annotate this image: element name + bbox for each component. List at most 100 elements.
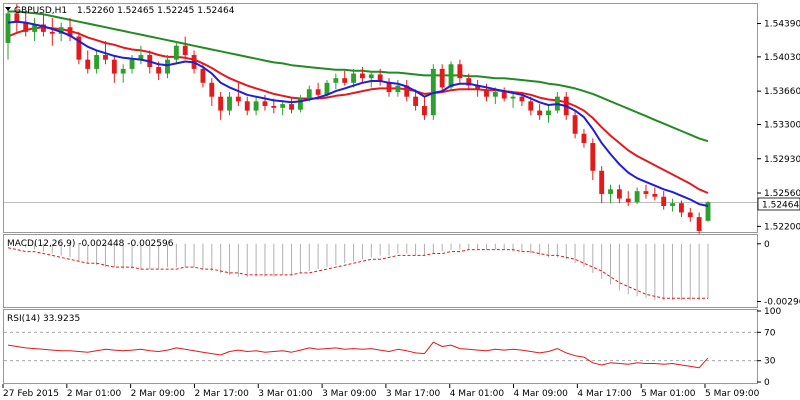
candle[interactable] <box>244 96 250 116</box>
candle[interactable] <box>537 104 543 120</box>
candle[interactable] <box>85 50 91 74</box>
candle-body <box>492 92 498 97</box>
candle-body <box>85 59 91 69</box>
candle[interactable] <box>634 187 640 205</box>
candle[interactable] <box>696 212 702 234</box>
candle[interactable] <box>32 17 38 42</box>
candle[interactable] <box>253 96 259 116</box>
candle[interactable] <box>608 184 613 204</box>
candle[interactable] <box>315 82 321 99</box>
candle[interactable] <box>599 166 605 204</box>
candle-body <box>581 133 587 144</box>
candle[interactable] <box>466 73 472 90</box>
candle-body <box>5 13 11 43</box>
price-layer <box>4 4 757 234</box>
candle[interactable] <box>111 55 117 83</box>
candle[interactable] <box>413 89 419 111</box>
candle-body <box>315 89 321 95</box>
candle-body <box>475 85 481 90</box>
candle[interactable] <box>501 87 507 102</box>
candle[interactable] <box>14 4 20 32</box>
macd-panel[interactable] <box>3 234 758 308</box>
candle[interactable] <box>554 92 560 114</box>
candle[interactable] <box>342 70 348 86</box>
candle[interactable] <box>670 198 675 212</box>
axis-layer: 1.54390 1.54030 1.53660 1.53300 1.52930 1.525… <box>2 20 800 399</box>
candle-body <box>678 203 684 213</box>
candle[interactable] <box>368 70 374 88</box>
candle[interactable] <box>41 13 46 37</box>
candle[interactable] <box>510 92 516 108</box>
candle[interactable] <box>625 191 631 206</box>
candle[interactable] <box>687 207 693 222</box>
candle-body <box>359 73 365 79</box>
candle-body <box>244 101 250 111</box>
candle[interactable] <box>351 68 357 88</box>
rsi-tick-label: 100 <box>764 307 781 317</box>
triangle-down-icon[interactable] <box>5 7 11 11</box>
candle[interactable] <box>661 191 667 210</box>
candle[interactable] <box>49 17 55 46</box>
candle[interactable] <box>590 138 596 181</box>
candle[interactable] <box>377 68 383 86</box>
candle[interactable] <box>359 67 365 83</box>
candle[interactable] <box>5 8 11 60</box>
candle[interactable] <box>227 92 232 116</box>
time-tick-label: 4 Mar 09:00 <box>514 389 569 399</box>
candle[interactable] <box>678 200 684 218</box>
price-tick-label: 1.52560 <box>764 189 800 199</box>
macd-tick-label: -0.002968 <box>764 297 800 307</box>
candle[interactable] <box>173 41 179 65</box>
candle-body <box>590 143 596 171</box>
candle[interactable] <box>67 17 73 42</box>
candle[interactable] <box>289 98 294 114</box>
candle[interactable] <box>652 187 658 201</box>
candle[interactable] <box>643 184 649 199</box>
candle[interactable] <box>457 59 463 83</box>
price-tick-label: 1.53300 <box>764 120 800 130</box>
candle[interactable] <box>546 105 551 123</box>
candle[interactable] <box>705 201 711 222</box>
price-panel[interactable] <box>3 3 758 233</box>
candle-body <box>173 45 179 60</box>
candle[interactable] <box>235 82 241 106</box>
candle-body <box>262 101 268 106</box>
candle[interactable] <box>572 110 578 139</box>
candle[interactable] <box>209 78 215 106</box>
candle[interactable] <box>528 96 534 116</box>
candle[interactable] <box>422 96 427 120</box>
candle[interactable] <box>218 92 224 120</box>
macd-layer <box>7 243 709 301</box>
candle[interactable] <box>94 50 100 74</box>
candle-body <box>519 96 525 102</box>
rsi-panel[interactable] <box>3 309 758 384</box>
candle[interactable] <box>120 64 126 83</box>
candle[interactable] <box>439 64 445 93</box>
candle[interactable] <box>333 73 339 90</box>
candle[interactable] <box>138 45 144 65</box>
candle[interactable] <box>280 100 286 116</box>
candle-body <box>439 68 445 88</box>
candle[interactable] <box>23 11 29 37</box>
candle[interactable] <box>262 94 268 111</box>
time-tick-label: 3 Mar 17:00 <box>386 389 441 399</box>
candle-body <box>448 64 454 88</box>
time-tick-label: 3 Mar 01:00 <box>258 389 313 399</box>
candle-body <box>165 59 170 74</box>
candle[interactable] <box>386 78 392 97</box>
candle[interactable] <box>165 55 170 79</box>
candle[interactable] <box>182 36 188 60</box>
candle[interactable] <box>616 184 622 204</box>
candle-body <box>280 104 286 108</box>
candle[interactable] <box>475 80 481 97</box>
candle[interactable] <box>404 80 410 102</box>
rsi-layer <box>4 331 757 369</box>
candle-body <box>546 110 551 116</box>
candle[interactable] <box>581 129 587 148</box>
candle[interactable] <box>76 31 82 65</box>
candle-body <box>599 170 605 194</box>
candle-body <box>41 24 46 32</box>
candle-body <box>14 13 20 23</box>
candle[interactable] <box>297 94 303 113</box>
